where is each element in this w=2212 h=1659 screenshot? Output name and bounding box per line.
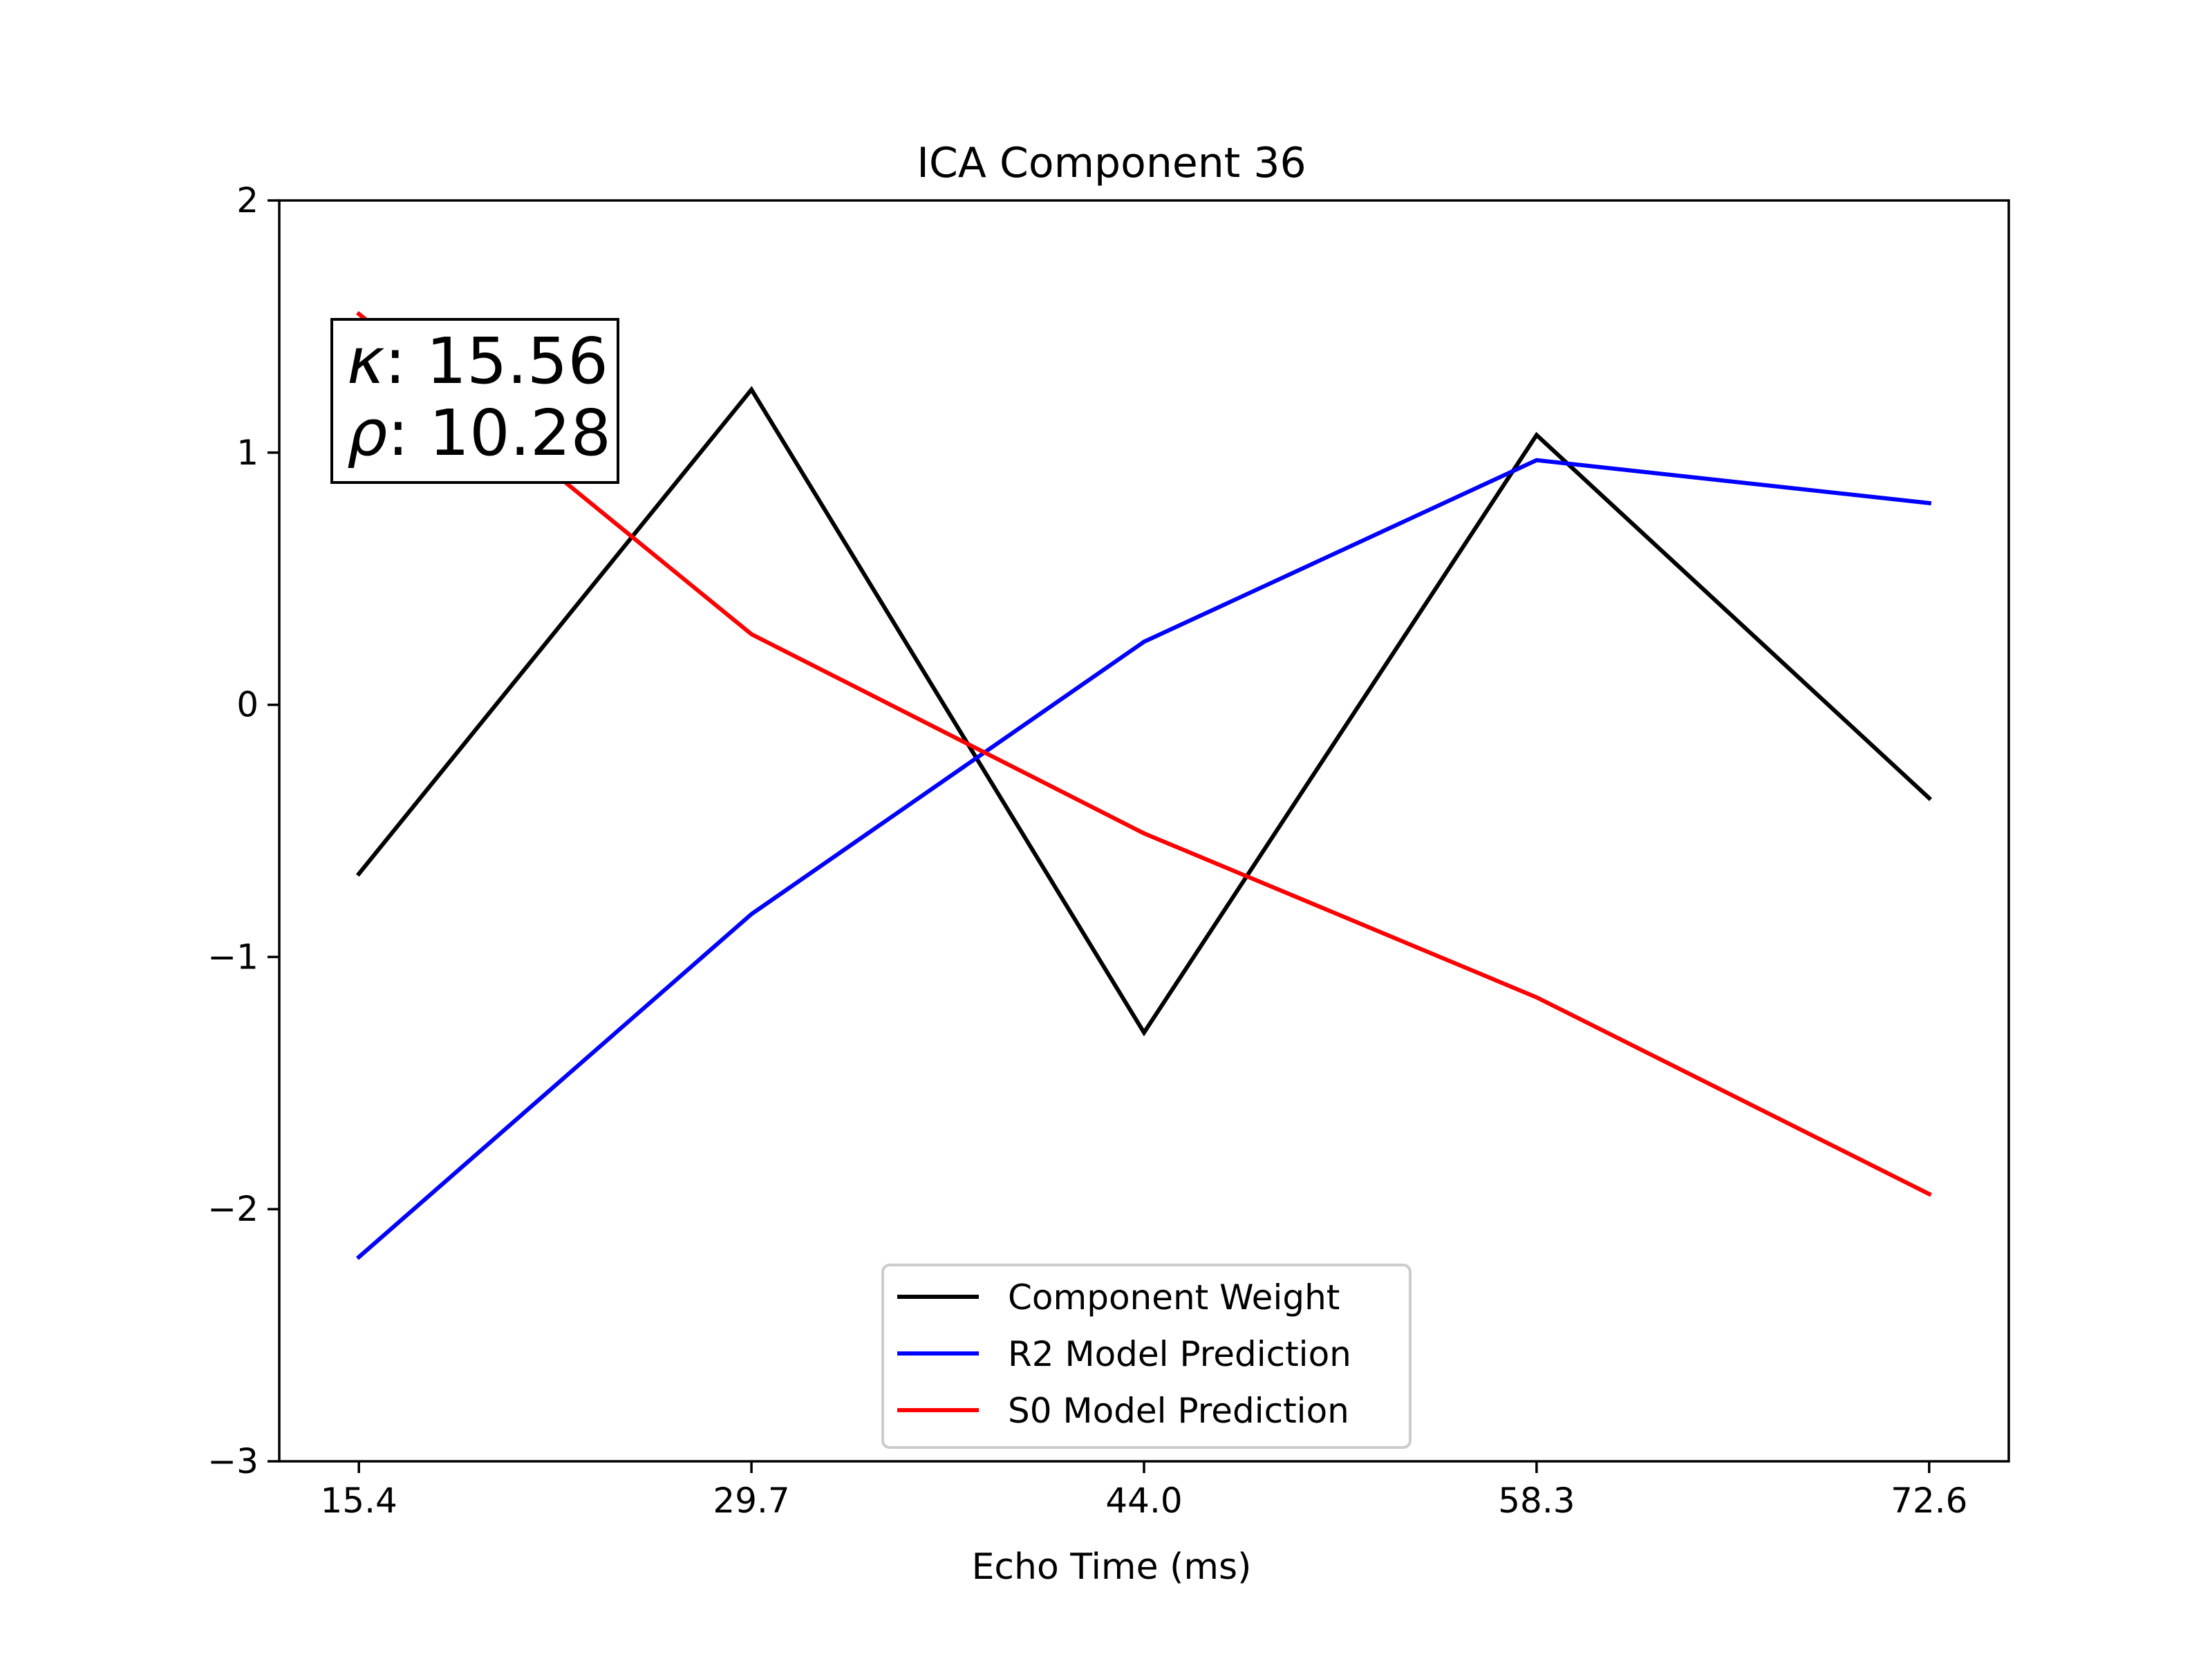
y-tick-label: −3 — [207, 1441, 259, 1481]
legend-label-s0-model-prediction: S0 Model Prediction — [1008, 1391, 1349, 1431]
y-tick-label: −2 — [207, 1189, 259, 1229]
axes-layer: 2 1 0 −1 −2 −3 15.4 29.7 44.0 58.3 72.6 — [207, 180, 2010, 1521]
series-line-s0-model-prediction — [355, 310, 1932, 1197]
kappa-symbol: κ — [347, 324, 384, 398]
x-axis-label: Echo Time (ms) — [972, 1546, 1252, 1588]
y-tick-label: 0 — [236, 685, 259, 725]
y-tick-label: 1 — [236, 433, 259, 473]
y-tick-label: 2 — [236, 180, 259, 221]
annotation-frame — [330, 318, 619, 484]
chart-title: ICA Component 36 — [917, 139, 1306, 187]
y-tick-label: −1 — [207, 937, 259, 977]
kappa-line: κ: 15.56 — [347, 324, 608, 398]
x-tick-label: 44.0 — [1105, 1481, 1182, 1521]
kappa-value: : 15.56 — [384, 324, 608, 398]
legend-label-r2-model-prediction: R2 Model Prediction — [1008, 1334, 1351, 1374]
series-layer — [355, 310, 1933, 1260]
series-line-component-weight — [355, 386, 1933, 1037]
x-tick-label: 29.7 — [713, 1481, 789, 1521]
legend-label-component-weight: Component Weight — [1008, 1277, 1340, 1318]
x-tick-label: 58.3 — [1498, 1481, 1575, 1521]
x-tick-label: 15.4 — [321, 1481, 397, 1521]
series-line-r2-model-prediction — [355, 458, 1932, 1260]
x-tick-label: 72.6 — [1891, 1481, 1967, 1521]
legend-entry-r2-model-prediction: R2 Model Prediction — [897, 1334, 1351, 1374]
annotation-box: κ: 15.56 ρ: 10.28 — [330, 318, 619, 484]
rho-line: ρ: 10.28 — [347, 396, 611, 470]
legend: Component Weight R2 Model Prediction S0 … — [881, 1264, 1412, 1449]
rho-symbol: ρ — [347, 396, 387, 470]
legend-frame — [881, 1264, 1412, 1449]
legend-entry-s0-model-prediction: S0 Model Prediction — [897, 1391, 1349, 1431]
rho-value: : 10.28 — [387, 396, 611, 470]
legend-entry-component-weight: Component Weight — [897, 1277, 1340, 1318]
